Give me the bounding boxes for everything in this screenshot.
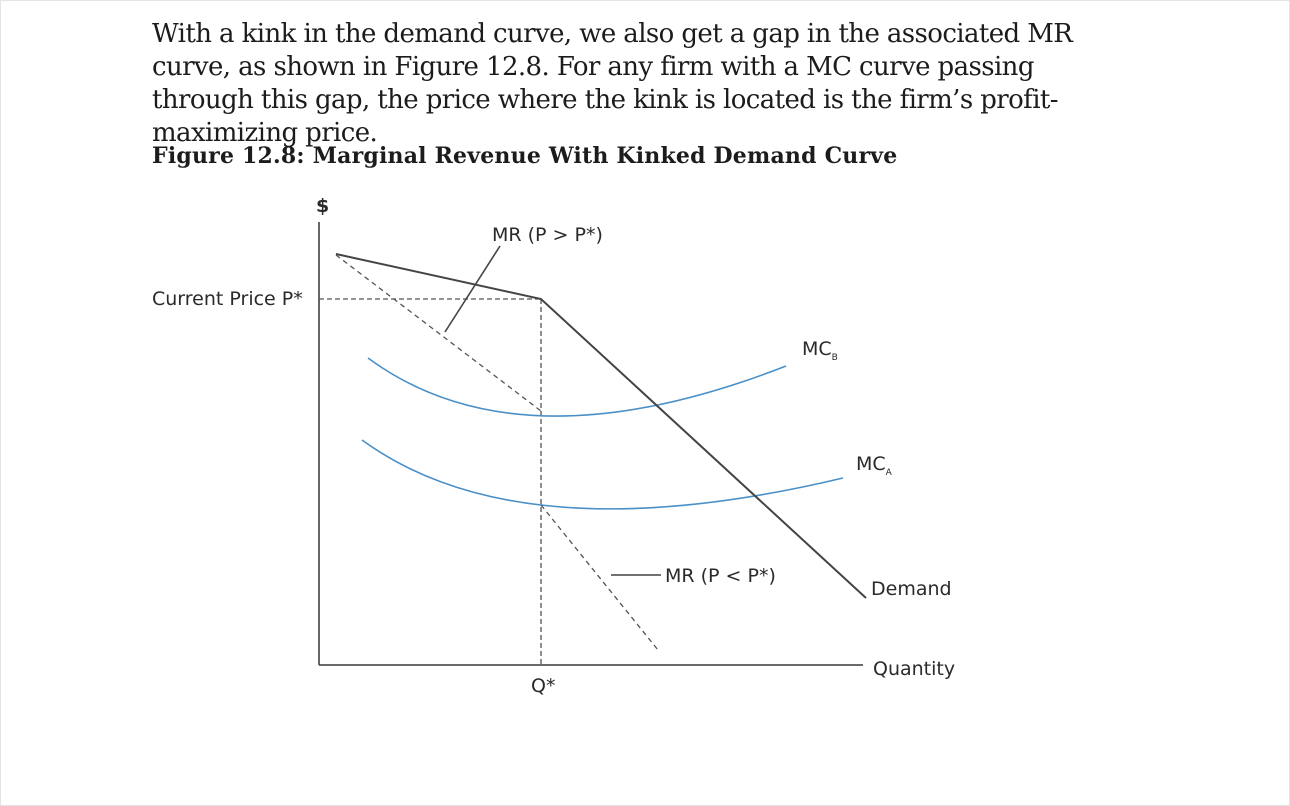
body-paragraph: With a kink in the demand curve, we also… [152, 19, 1073, 148]
demand-curve [335, 253, 867, 599]
mr-upper-pointer [444, 245, 501, 333]
mr-lower-curve [540, 504, 659, 651]
mr-upper-label: MR (P > P*) [492, 224, 603, 246]
price-label: Current Price P* [152, 288, 303, 310]
mr-upper-curve [335, 254, 542, 412]
y-axis-label: $ [316, 195, 329, 217]
mcb-label: MCB [802, 338, 838, 363]
x-axis-label: Quantity [873, 658, 955, 680]
mcb-curve [367, 357, 787, 417]
figure-caption: Figure 12.8: Marginal Revenue With Kinke… [152, 143, 898, 169]
mca-label: MCA [856, 453, 893, 478]
demand-label: Demand [871, 578, 952, 600]
quantity-label: Q* [531, 675, 555, 697]
mca-curve [361, 439, 844, 510]
mr-lower-label: MR (P < P*) [665, 565, 776, 587]
